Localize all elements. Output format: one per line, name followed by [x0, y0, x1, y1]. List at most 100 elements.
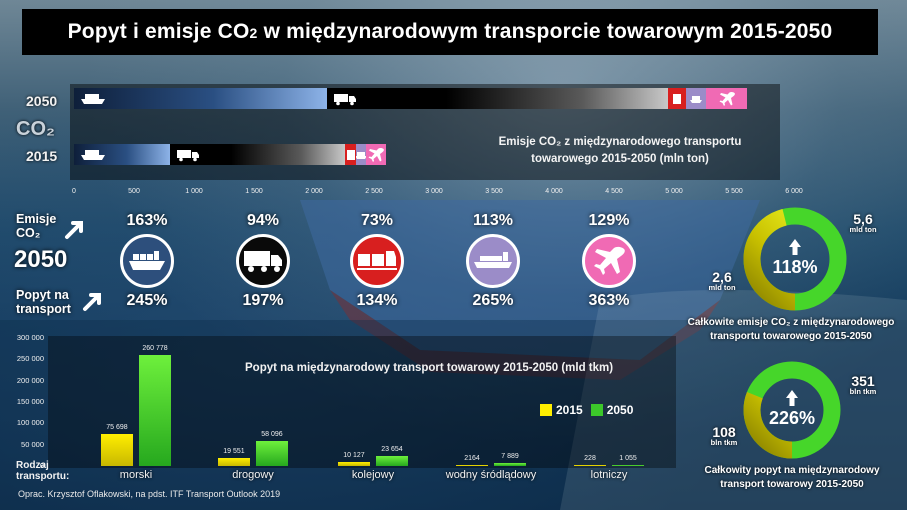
- emissions-x-tick: 500: [128, 188, 140, 195]
- mode-circle: [350, 234, 404, 288]
- emissions-bar-2050-lotniczy: [706, 88, 748, 109]
- donut-center-value: 118%: [772, 257, 817, 277]
- legend-item-2015: 2015: [540, 403, 583, 417]
- arrow-up-icon: [65, 221, 83, 239]
- donut-demand-2050-value: 351 bln tkm: [849, 373, 877, 396]
- emisje-label: Emisje CO₂: [16, 212, 57, 241]
- emissions-x-tick: 5 000: [665, 188, 683, 195]
- demand-y-tick: 100 000: [16, 418, 44, 428]
- demand-bar-label: 23 654: [381, 445, 403, 453]
- emissions-bar-2050-drogowy: [327, 88, 668, 109]
- year-2050-label: 2050: [14, 246, 68, 273]
- demand-category-label: drogowy: [232, 469, 274, 481]
- demand-bar-label: 7 889: [501, 452, 519, 460]
- demand-bar-drogowy-2050: [256, 441, 288, 466]
- donut-emissions-2050-value: 5,6 mld ton: [849, 211, 877, 234]
- barge-icon: [356, 149, 366, 161]
- emission-growth-value: 113%: [472, 212, 514, 229]
- donut-2015-arc: [743, 207, 847, 311]
- demand-chart-title: Popyt na międzynarodowy transport towaro…: [245, 362, 614, 374]
- demand-bar-morski-2050: [139, 354, 171, 466]
- donut-emissions-caption: Całkowite emisje CO₂ z międzynarodowego …: [687, 317, 895, 342]
- emission-growth-value: 94%: [246, 212, 280, 229]
- demand-growth-value: 265%: [472, 292, 514, 309]
- emissions-total-donut: 118%: [740, 204, 850, 314]
- barge-icon: [472, 248, 514, 274]
- demand-bar-label: 228: [584, 454, 596, 462]
- demand-y-tick: 0: [39, 461, 44, 470]
- mode-circle: [582, 234, 636, 288]
- donut-center-value: 226%: [769, 408, 815, 428]
- emissions-bar-2050-morski: [74, 88, 328, 109]
- demand-bar-kolejowy-2050: [376, 455, 408, 466]
- truck-icon: [333, 92, 357, 106]
- demand-bar-label: 58 096: [261, 431, 283, 439]
- mode-growth-wodny-śródlądowy: 113% 265%: [443, 212, 543, 310]
- emissions-x-tick: 0: [72, 188, 76, 195]
- demand-growth-value: 245%: [126, 292, 168, 309]
- emissions-chart-title: Emisje CO₂ z międzynarodowego transportu…: [498, 136, 742, 165]
- demand-y-tick: 300 000: [16, 333, 44, 342]
- mode-circle: [236, 234, 290, 288]
- emissions-row-label-2050: 2050: [26, 93, 58, 109]
- arrow-up-icon: [789, 239, 801, 255]
- emissions-x-tick: 3 000: [425, 188, 443, 195]
- train-icon: [672, 92, 682, 106]
- arrow-up-icon: [786, 390, 798, 406]
- demand-bar-label: 19 551: [223, 447, 245, 455]
- plane-icon: [718, 91, 736, 107]
- demand-bar-wodny-śródlądowy-2015: [456, 464, 488, 466]
- demand-category-label: morski: [119, 469, 153, 481]
- arrow-up-icon: [83, 293, 101, 311]
- demand-y-tick: 150 000: [16, 397, 44, 406]
- barge-icon: [690, 93, 703, 105]
- mode-circle: [466, 234, 520, 288]
- donut-demand-2015-value: 108 bln tkm: [710, 424, 738, 447]
- demand-bar-label: 75 698: [106, 423, 128, 431]
- demand-bar-label: 260 778: [142, 344, 168, 352]
- emissions-row-label-2015: 2015: [26, 148, 58, 164]
- demand-bar-label: 2164: [464, 454, 480, 462]
- emissions-bar-2015-wodny-śródlądowy: [356, 144, 366, 165]
- demand-bar-lotniczy-2050: [612, 464, 644, 466]
- emissions-co2-label: CO₂: [16, 118, 55, 140]
- emissions-bar-2015-lotniczy: [365, 144, 386, 165]
- mode-growth-lotniczy: 129% 363%: [559, 212, 659, 310]
- truck-icon: [176, 148, 200, 162]
- emission-growth-value: 163%: [126, 212, 168, 229]
- emissions-x-tick: 5 500: [725, 188, 743, 195]
- demand-y-tick: 50 000: [21, 439, 44, 449]
- mode-growth-morski: 163% 245%: [97, 212, 197, 310]
- emissions-bar-2015-drogowy: [170, 144, 346, 165]
- train-icon: [346, 148, 356, 162]
- demand-y-tick: 250 000: [16, 354, 44, 364]
- demand-growth-value: 134%: [356, 292, 398, 309]
- ship-icon: [127, 248, 167, 274]
- emissions-x-tick: 6 000: [785, 188, 803, 195]
- plane-icon: [367, 147, 385, 163]
- demand-bar-kolejowy-2015: [338, 461, 370, 466]
- emissions-x-tick: 1 000: [185, 188, 203, 195]
- emissions-bar-2015-morski: [74, 144, 170, 165]
- demand-growth-value: 197%: [242, 292, 284, 309]
- mode-growth-drogowy: 94% 197%: [213, 212, 313, 310]
- emissions-x-tick: 1 500: [245, 188, 263, 195]
- source-note: Oprac. Krzysztof Oflakowski, na pdst. IT…: [18, 489, 281, 499]
- demand-bar-drogowy-2015: [218, 457, 250, 466]
- demand-legend: 2015 2050: [540, 403, 641, 417]
- donut-2015-arc: [743, 361, 841, 459]
- demand-category-label: kolejowy: [351, 469, 395, 481]
- demand-bar-morski-2015: [101, 433, 133, 466]
- popyt-label: Popyt na transport: [16, 288, 71, 317]
- demand-total-donut: 226%: [740, 358, 844, 462]
- emissions-x-tick: 2 000: [305, 188, 323, 195]
- demand-category-label: lotniczy: [590, 469, 628, 481]
- emissions-bar-2050-wodny-śródlądowy: [686, 88, 707, 109]
- plane-icon: [591, 246, 627, 276]
- title-bar: Popyt i emisje CO2 w międzynarodowym tra…: [22, 9, 878, 55]
- emissions-bar-2050-kolejowy: [668, 88, 686, 109]
- ship-icon: [80, 92, 106, 106]
- mode-growth-kolejowy: 73% 134%: [327, 212, 427, 310]
- demand-bar-label: 10 127: [343, 451, 365, 459]
- demand-category-label: wodny śródlądowy: [445, 469, 537, 481]
